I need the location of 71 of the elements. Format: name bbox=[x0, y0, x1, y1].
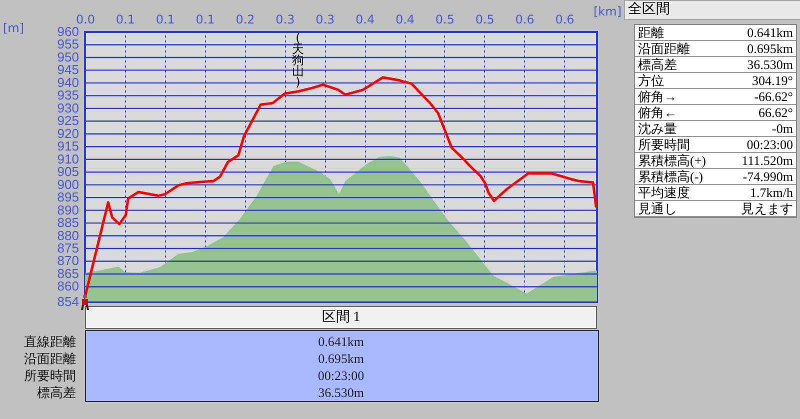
x-tick-label: 0.4 bbox=[356, 12, 375, 26]
y-tick-label: 950 bbox=[57, 49, 79, 64]
y-tick-label: 930 bbox=[57, 100, 79, 116]
text: 全区間 bbox=[624, 0, 800, 20]
text: 方位 bbox=[638, 73, 664, 88]
y-tick-label: 905 bbox=[57, 164, 79, 180]
text: 平均速度 bbox=[638, 185, 690, 200]
x-tick-label: 0.1 bbox=[116, 12, 135, 26]
y-tick-label: 885 bbox=[57, 215, 79, 230]
y-tick-label: 920 bbox=[57, 126, 79, 141]
text: 00:23:00 bbox=[746, 137, 793, 152]
y-tick-label: 900 bbox=[57, 176, 79, 192]
y-tick-label: 925 bbox=[57, 113, 79, 128]
y-tick-label: 935 bbox=[57, 88, 79, 103]
y-tick-label: 910 bbox=[57, 151, 79, 166]
text: 見通し bbox=[638, 201, 677, 216]
text: 標高差 bbox=[36, 384, 76, 401]
text: 標高差 bbox=[638, 57, 677, 72]
x-tick-label: 0.5 bbox=[475, 12, 494, 26]
text: 111.520m bbox=[742, 153, 793, 168]
text: 0.641km bbox=[747, 25, 793, 40]
text: 累積標高(+) bbox=[638, 153, 706, 168]
y-tick-label: 860 bbox=[57, 278, 79, 294]
text: 区間 1 bbox=[85, 306, 597, 329]
text: 距離 bbox=[638, 25, 664, 40]
text: 所要時間 bbox=[23, 367, 76, 384]
y-tick-label: 875 bbox=[57, 240, 79, 256]
text: 見えます bbox=[741, 201, 793, 216]
text: 1.7km/h bbox=[750, 185, 793, 200]
text: -0m bbox=[772, 121, 793, 136]
x-tick-label: 0.5 bbox=[435, 12, 454, 26]
y-tick-label: 945 bbox=[57, 62, 79, 78]
y-tick-label: 870 bbox=[57, 253, 79, 268]
text: 俯角← bbox=[638, 105, 677, 120]
text: 沿面距離 bbox=[23, 350, 76, 367]
x-tick-label: 0.3 bbox=[276, 12, 295, 26]
y-tick-label: 940 bbox=[57, 74, 79, 90]
text: 累積標高(-) bbox=[638, 169, 703, 184]
x-tick-label: 0.3 bbox=[316, 12, 335, 26]
y-tick-label: 955 bbox=[57, 36, 79, 52]
y-tick-label: 890 bbox=[57, 202, 79, 218]
x-axis-title: [km] bbox=[593, 4, 622, 18]
y-axis-title: [m] bbox=[3, 21, 24, 35]
text: 直線距離 bbox=[23, 333, 76, 350]
text: 0.641km bbox=[317, 333, 365, 350]
y-tick-label: 865 bbox=[57, 266, 79, 281]
x-tick-label: 0.6 bbox=[515, 12, 534, 26]
y-tick-label: 854 bbox=[57, 294, 79, 309]
text: 00:23:00 bbox=[316, 367, 366, 384]
x-tick-label: 0.1 bbox=[156, 12, 175, 26]
y-tick-label: 915 bbox=[57, 138, 79, 154]
x-tick-label: 0.2 bbox=[236, 12, 255, 26]
text: 0.695km bbox=[747, 41, 793, 56]
y-tick-label: 960 bbox=[57, 24, 79, 39]
text: 0.695km bbox=[317, 350, 365, 367]
text: 36.530m bbox=[747, 57, 793, 72]
text: -66.62° bbox=[754, 89, 793, 104]
text: 俯角→ bbox=[638, 89, 677, 104]
x-tick-label: 0.6 bbox=[555, 12, 574, 26]
y-tick-label: 880 bbox=[57, 228, 79, 243]
text: 36.530m bbox=[317, 384, 365, 401]
x-tick-label: 0.1 bbox=[196, 12, 215, 26]
x-tick-label: 0.0 bbox=[76, 12, 96, 26]
text: 沈み量 bbox=[638, 121, 677, 136]
text: 66.62° bbox=[758, 105, 793, 120]
text: 304.19° bbox=[752, 73, 793, 88]
text: 所要時間 bbox=[638, 137, 690, 152]
text: 沿面距離 bbox=[638, 41, 690, 56]
x-tick-label: 0.4 bbox=[395, 12, 415, 26]
y-tick-label: 895 bbox=[57, 190, 79, 205]
text: -74.990m bbox=[742, 169, 793, 184]
